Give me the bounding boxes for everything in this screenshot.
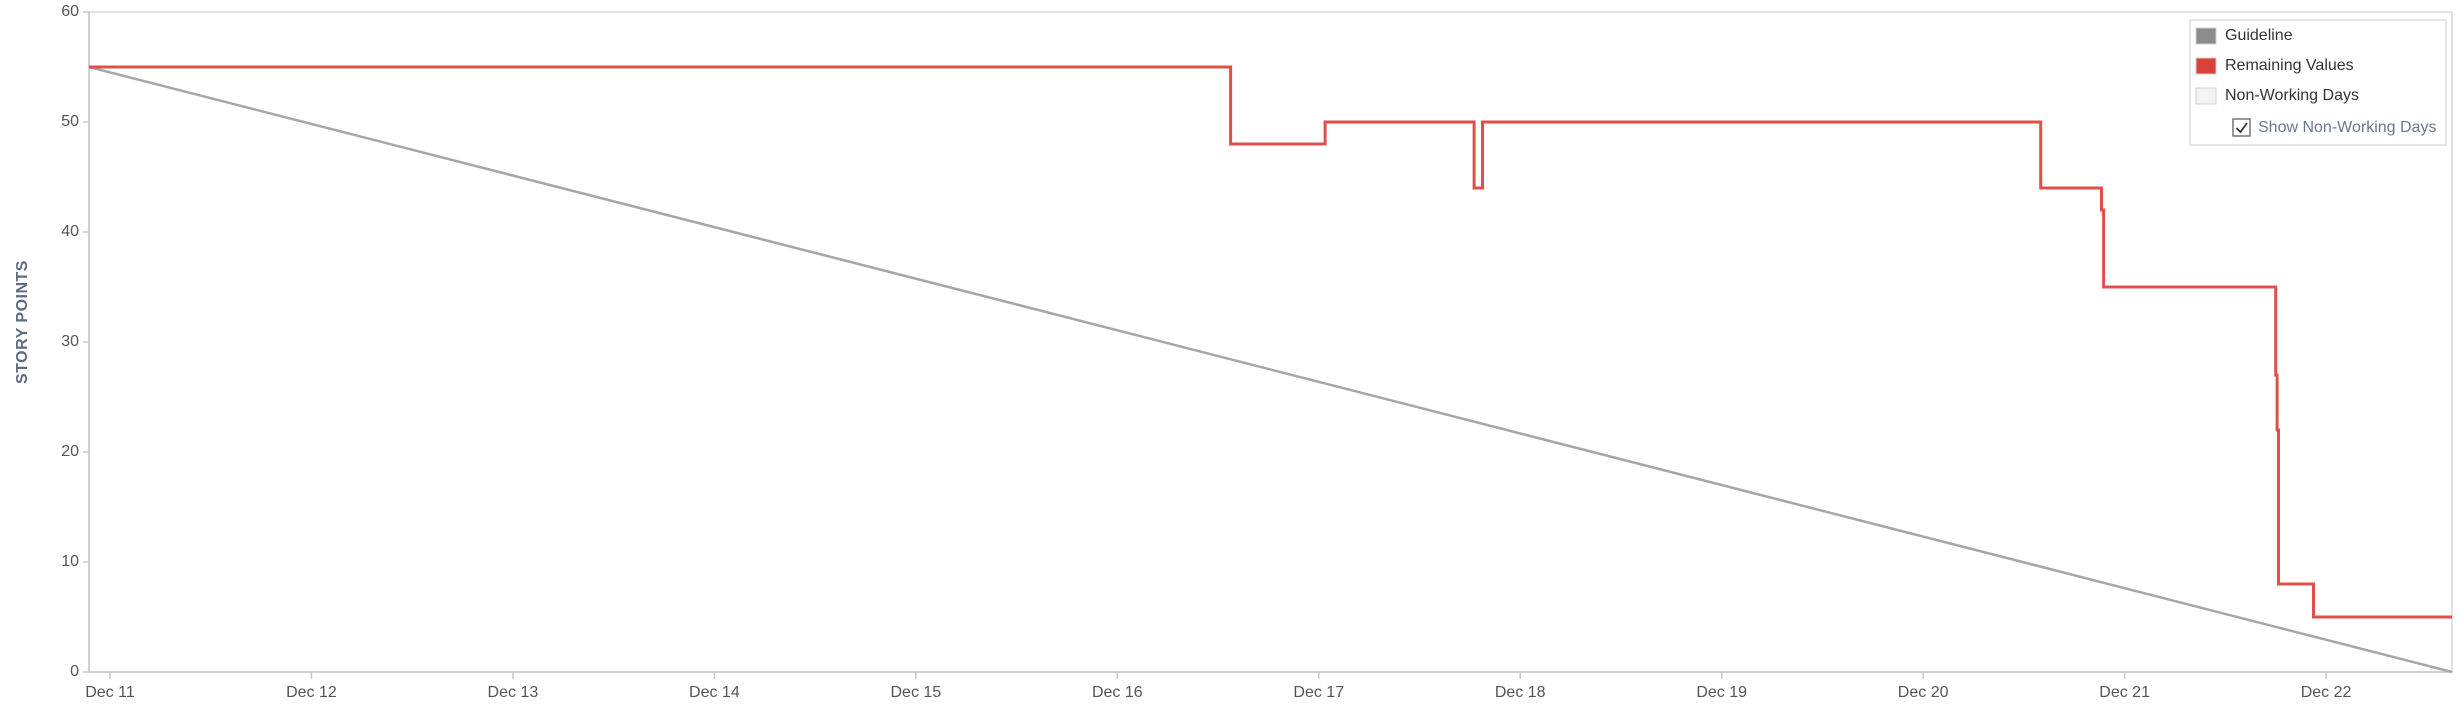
x-tick-label: Dec 13 bbox=[488, 684, 539, 701]
x-axis: Dec 11 Dec 12 Dec 13 Dec 14 Dec 15 Dec 16 Dec … bbox=[85, 671, 2452, 701]
plot-border bbox=[88, 11, 2453, 673]
checkmark-icon bbox=[2235, 122, 2248, 134]
x-tick-label: Dec 22 bbox=[2301, 684, 2352, 701]
x-tick-label: Dec 19 bbox=[1696, 684, 1747, 701]
show-non-working-days-label[interactable]: Show Non-Working Days bbox=[2258, 119, 2436, 136]
x-tick-label: Dec 17 bbox=[1293, 684, 1344, 701]
y-tick-label: 20 bbox=[61, 443, 79, 460]
y-tick-label: 30 bbox=[61, 333, 79, 350]
show-non-working-days-checkbox[interactable] bbox=[2232, 118, 2251, 137]
legend: Guideline Remaining Values Non-Working Day… bbox=[2189, 19, 2447, 146]
legend-label-guideline[interactable]: Guideline bbox=[2225, 27, 2293, 44]
x-tick-label: Dec 18 bbox=[1495, 684, 1546, 701]
x-tick-label: Dec 11 bbox=[85, 684, 135, 701]
legend-swatch-non-working-days[interactable] bbox=[2195, 87, 2217, 105]
series-guideline-line bbox=[88, 65, 2453, 674]
legend-label-remaining-values[interactable]: Remaining Values bbox=[2225, 57, 2354, 74]
y-axis: 0 10 20 30 40 50 60 bbox=[61, 3, 90, 680]
y-tick-label: 50 bbox=[61, 113, 79, 130]
y-tick-label: 60 bbox=[61, 3, 79, 20]
x-tick-label: Dec 14 bbox=[689, 684, 740, 701]
y-tick-label: 10 bbox=[61, 553, 79, 570]
y-axis-title: STORY POINTS bbox=[14, 260, 31, 384]
x-tick-label: Dec 21 bbox=[2099, 684, 2150, 701]
x-tick-label: Dec 12 bbox=[286, 684, 337, 701]
y-tick-label: 40 bbox=[61, 223, 79, 240]
legend-swatch-guideline[interactable] bbox=[2195, 27, 2217, 45]
series-remaining-values-line bbox=[89, 65, 2452, 619]
x-tick-label: Dec 15 bbox=[890, 684, 941, 701]
x-tick-label: Dec 20 bbox=[1898, 684, 1949, 701]
legend-label-non-working-days[interactable]: Non-Working Days bbox=[2225, 87, 2359, 104]
legend-swatch-remaining-values[interactable] bbox=[2195, 57, 2217, 75]
x-tick-label: Dec 16 bbox=[1092, 684, 1143, 701]
y-tick-label: 0 bbox=[70, 663, 79, 680]
series-layer bbox=[88, 65, 2453, 674]
plot-area bbox=[88, 11, 2453, 673]
